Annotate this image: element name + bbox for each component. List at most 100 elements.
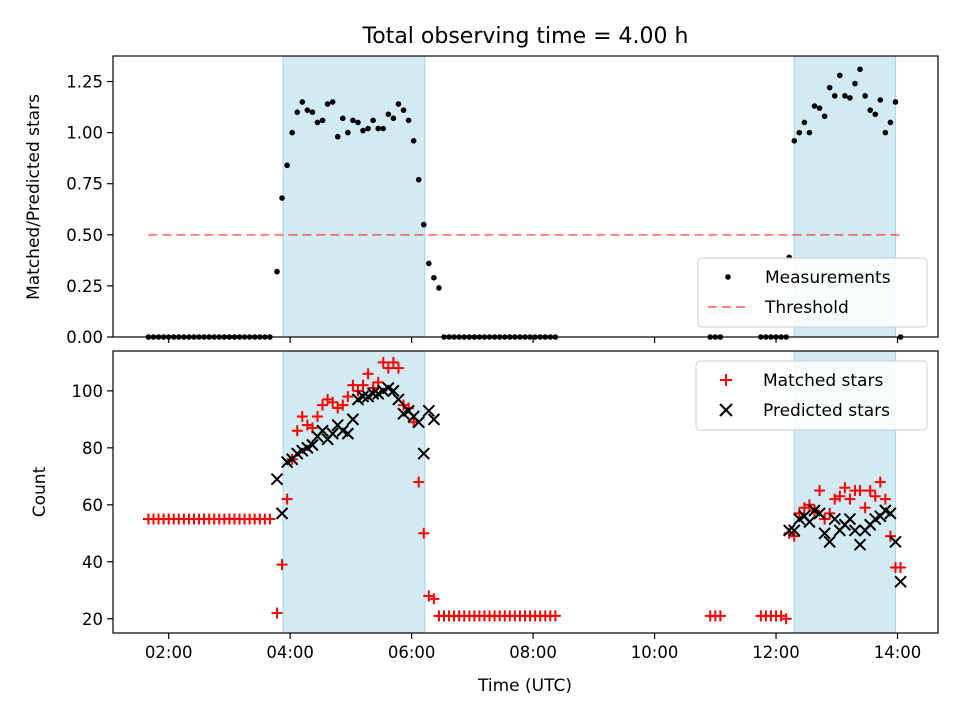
predicted-star-point-1 [275, 507, 289, 520]
measurement-point-44 [370, 117, 376, 124]
top-legend: Measurements Threshold [697, 257, 928, 328]
matched-star-point-102 [844, 493, 856, 505]
predicted-star-point-0 [270, 472, 284, 486]
measurement-point-57 [436, 285, 442, 291]
measurement-point-25 [274, 268, 280, 275]
top-y-tick-label-4: 1.00 [66, 124, 103, 143]
top-y-tick-label-0: 0.00 [66, 328, 103, 347]
matched-star-point-24 [264, 513, 276, 525]
matched-star-point-46 [377, 356, 389, 368]
measurement-point-37 [334, 133, 341, 140]
predicted-star-point-32 [782, 524, 796, 537]
measurement-point-39 [345, 129, 351, 136]
measurement-point-32 [309, 109, 316, 115]
legend-marker-predicted-stars [719, 403, 733, 417]
bot-y-tick-label-1: 40 [82, 553, 103, 572]
top-observing-window-0 [283, 56, 425, 337]
measurement-point-101 [842, 93, 848, 99]
measurement-point-33 [314, 119, 321, 126]
predicted-star-point-40 [823, 535, 836, 549]
legend-label-matched-stars: Matched stars [763, 371, 883, 391]
matched-star-point-104 [854, 485, 866, 497]
matched-star-point-54 [418, 527, 430, 539]
measurement-point-106 [867, 107, 873, 113]
matched-star-point-109 [879, 493, 891, 505]
matched-star-point-27 [281, 493, 293, 505]
predicted-star-point-46 [853, 538, 867, 551]
top-y-tick-label-3: 0.75 [66, 175, 103, 194]
measurement-point-98 [826, 84, 833, 91]
predicted-star-point-23 [387, 384, 400, 398]
bot-y-tick-label-0: 20 [82, 610, 103, 629]
matched-star-point-34 [317, 399, 329, 411]
predicted-star-point-29 [417, 447, 430, 460]
x-tick-label-6: 14:00 [874, 643, 922, 662]
matched-star-point-101 [839, 482, 851, 494]
measurement-point-93 [801, 119, 808, 126]
measurement-point-34 [319, 117, 326, 124]
predicted-star-point-11 [326, 427, 339, 440]
legend-label-threshold: Threshold [764, 298, 849, 318]
top-panel: 0.00 0.25 0.50 0.75 1.00 1.25 Matched/Predict… [24, 55, 939, 347]
measurement-point-42 [360, 127, 366, 134]
matched-star-point-38 [337, 399, 349, 411]
measurement-point-102 [847, 95, 853, 101]
top-y-tick-label-5: 1.25 [66, 73, 103, 92]
measurement-point-109 [882, 129, 889, 136]
measurement-point-47 [385, 111, 392, 118]
measurement-point-41 [355, 119, 361, 126]
top-axes-frame [112, 55, 939, 338]
measurement-point-105 [862, 93, 868, 99]
matched-star-point-42 [357, 379, 369, 391]
measurement-point-52 [410, 138, 417, 144]
predicted-star-point-7 [306, 438, 319, 452]
matched-star-point-43 [362, 368, 374, 380]
predicted-star-point-30 [422, 404, 436, 418]
predicted-star-point-14 [341, 427, 355, 440]
legend-label-predicted-stars: Predicted stars [763, 401, 890, 421]
measurement-point-36 [329, 99, 336, 105]
top-y-tick-label-1: 0.25 [66, 277, 103, 296]
x-tick-label-4: 10:00 [631, 643, 679, 662]
matched-star-point-83 [714, 610, 726, 622]
measurement-point-103 [852, 80, 858, 87]
matched-star-point-30 [296, 411, 308, 423]
matched-star-point-108 [874, 476, 886, 488]
predicted-star-point-9 [316, 424, 329, 437]
measurement-point-95 [811, 103, 818, 109]
measurement-point-40 [350, 117, 356, 124]
matched-star-point-53 [413, 476, 425, 488]
measurement-point-99 [831, 93, 838, 99]
matched-star-point-47 [382, 362, 394, 374]
bottom-legend: Matched stars Predicted stars [695, 360, 928, 431]
matched-star-point-29 [291, 425, 303, 437]
measurement-point-48 [390, 115, 397, 122]
predicted-star-point-36 [803, 515, 816, 529]
matched-star-point-48 [387, 356, 399, 368]
matched-star-point-107 [869, 490, 881, 502]
matched-star-point-33 [311, 411, 323, 423]
measurement-point-96 [816, 105, 823, 111]
measurement-point-27 [284, 162, 290, 169]
measurement-point-49 [395, 101, 402, 107]
chart-title: Total observing time = 4.00 h [362, 24, 689, 49]
legend-label-measurements: Measurements [765, 268, 891, 288]
measurement-point-53 [415, 176, 422, 183]
measurement-point-94 [806, 129, 813, 136]
matched-star-point-25 [271, 607, 283, 619]
predicted-star-point-17 [356, 390, 370, 403]
measurement-point-104 [857, 66, 863, 73]
bot-observing-window-0 [283, 351, 425, 633]
predicted-star-point-28 [412, 416, 425, 429]
predicted-star-point-44 [843, 512, 857, 526]
predicted-star-point-38 [813, 507, 826, 520]
legend-marker-measurements [725, 274, 731, 280]
predicted-star-point-41 [828, 512, 841, 526]
matched-star-point-56 [428, 593, 440, 605]
bot-y-tick-label-2: 60 [82, 496, 103, 515]
matched-star-point-88 [775, 610, 787, 622]
x-tick-label-0: 02:00 [145, 643, 193, 662]
predicted-star-point-45 [848, 524, 862, 537]
measurement-point-55 [426, 260, 432, 267]
matched-star-point-40 [347, 379, 359, 391]
